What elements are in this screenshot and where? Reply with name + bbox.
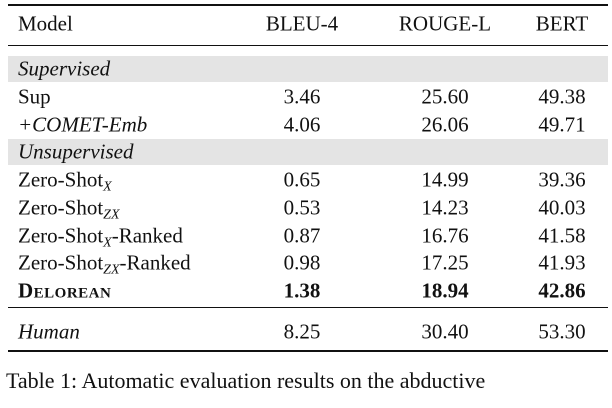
header-cell: Model [18, 11, 73, 36]
score: 0.98 [283, 250, 321, 275]
score: 14.23 [421, 195, 469, 220]
score: 1.38 [283, 278, 321, 303]
score: 16.76 [421, 223, 469, 247]
score: 0.65 [283, 167, 321, 192]
model-name: Sup [18, 86, 51, 107]
model-suffix: -Ranked [111, 223, 183, 247]
score: 3.46 [283, 84, 321, 109]
score: 17.25 [421, 250, 469, 275]
score: 30.40 [421, 319, 469, 344]
model-text: Zero-Shot [18, 223, 104, 247]
score: 49.71 [538, 112, 586, 136]
score: 0.87 [283, 223, 321, 247]
score: 25.60 [421, 84, 469, 109]
header-cell: BERT [535, 11, 589, 36]
score: 8.25 [283, 319, 321, 344]
model-text: Delorean [18, 278, 112, 303]
score: 18.94 [421, 278, 469, 303]
section-label: Unsupervised [18, 139, 134, 164]
model-subscript: ZX [103, 262, 120, 278]
section-label: Supervised [18, 56, 111, 81]
score: 41.93 [538, 250, 586, 275]
top-rule [8, 4, 608, 6]
model-subscript: X [103, 235, 112, 250]
score: 26.06 [421, 112, 469, 136]
mid-rule [8, 307, 608, 308]
score: 40.03 [538, 195, 586, 220]
header-cell: ROUGE-L [398, 11, 492, 36]
model-name: Zero-ShotX [18, 167, 112, 194]
model-text: Sup [18, 84, 51, 109]
model-text: Zero-Shot [18, 167, 104, 192]
score: 14.99 [421, 167, 469, 192]
model-text: +COMET-Emb [18, 112, 148, 136]
model-suffix: -Ranked [119, 250, 191, 275]
model-name: Zero-ShotZX [18, 195, 120, 222]
score: 41.58 [538, 223, 586, 247]
model-name: Delorean [18, 278, 112, 303]
header-cell: BLEU-4 [265, 11, 339, 36]
section-shade [8, 56, 608, 82]
score: 0.53 [283, 195, 321, 220]
model-name: Zero-ShotZX-Ranked [18, 250, 191, 277]
score: 42.86 [538, 278, 586, 303]
header-rule [8, 45, 608, 46]
score: 49.38 [538, 84, 586, 109]
model-subscript: X [103, 179, 112, 195]
model-text: Zero-Shot [18, 195, 104, 220]
model-name: Zero-ShotX-Ranked [18, 223, 183, 250]
model-text: Zero-Shot [18, 250, 104, 275]
section-shade [8, 139, 608, 166]
model-name: +COMET-Emb [18, 114, 147, 135]
score: 39.36 [538, 167, 586, 192]
score: 53.30 [538, 319, 586, 344]
score: 4.06 [283, 112, 321, 136]
caption: Table 1: Automatic evaluation results on… [6, 368, 486, 393]
model-text: Human [18, 319, 80, 344]
model-name: Human [18, 319, 80, 344]
model-subscript: ZX [103, 207, 120, 223]
bottom-rule [8, 350, 608, 352]
